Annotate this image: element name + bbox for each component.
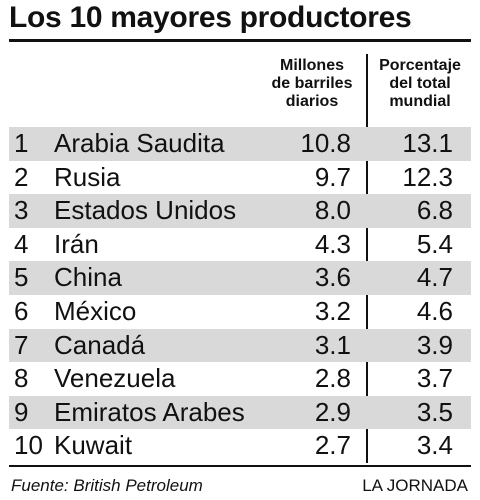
country-cell: Rusia xyxy=(54,161,121,192)
porcentaje-cell: 5.4 xyxy=(416,228,453,259)
millones-cell: 8.0 xyxy=(314,195,351,226)
country-cell: Estados Unidos xyxy=(54,195,237,226)
table-row: 5 China 3.6 4.7 xyxy=(9,261,471,295)
millones-cell: 3.2 xyxy=(314,295,351,326)
porcentaje-cell: 3.5 xyxy=(416,396,453,427)
porcentaje-cell: 6.8 xyxy=(416,195,453,226)
header-porcentaje-mundial: Porcentaje del total mundial xyxy=(369,57,471,111)
header-line: Millones xyxy=(279,57,344,74)
producers-table: 1 Arabia Saudita 10.8 13.1 2 Rusia 9.7 1… xyxy=(9,127,471,463)
rank-cell: 8 xyxy=(14,363,29,394)
bottom-rule xyxy=(9,465,471,467)
country-cell: Irán xyxy=(54,228,99,259)
porcentaje-cell: 4.6 xyxy=(416,295,453,326)
rank-cell: 1 xyxy=(14,128,29,158)
table-row: 6 México 3.2 4.6 xyxy=(9,295,471,329)
top-rule xyxy=(9,39,471,42)
millones-cell: 2.7 xyxy=(314,430,351,461)
header-line: de barriles xyxy=(271,75,353,92)
millones-cell: 4.3 xyxy=(314,228,351,259)
rank-cell: 9 xyxy=(14,396,29,427)
country-cell: Kuwait xyxy=(54,430,133,461)
table-title: Los 10 mayores productores xyxy=(9,1,412,34)
porcentaje-cell: 3.7 xyxy=(416,363,453,394)
porcentaje-cell: 3.4 xyxy=(416,430,453,461)
table-row: 7 Canadá 3.1 3.9 xyxy=(9,328,471,363)
millones-cell: 2.8 xyxy=(314,363,351,394)
millones-cell: 3.1 xyxy=(314,329,351,360)
table-row: 2 Rusia 9.7 12.3 xyxy=(9,161,471,195)
column-divider xyxy=(366,54,368,463)
porcentaje-cell: 13.1 xyxy=(402,128,453,158)
header-line: diarios xyxy=(285,93,339,110)
millones-cell: 3.6 xyxy=(314,262,351,293)
millones-cell: 2.9 xyxy=(314,396,351,427)
rank-cell: 2 xyxy=(14,161,29,192)
header-line: mundial xyxy=(389,93,451,110)
country-cell: Emiratos Arabes xyxy=(54,396,245,427)
table-row: 4 Irán 4.3 5.4 xyxy=(9,228,471,262)
table-row: 1 Arabia Saudita 10.8 13.1 xyxy=(9,127,471,161)
rank-cell: 5 xyxy=(14,262,29,293)
country-cell: Canadá xyxy=(54,329,146,360)
porcentaje-cell: 3.9 xyxy=(416,329,453,360)
table-row: 10 Kuwait 2.7 3.4 xyxy=(9,429,471,463)
country-cell: China xyxy=(54,262,122,293)
millones-cell: 9.7 xyxy=(314,161,351,192)
source-note: Fuente: British Petroleum xyxy=(11,476,203,495)
table-row: 8 Venezuela 2.8 3.7 xyxy=(9,362,471,396)
porcentaje-cell: 12.3 xyxy=(402,161,453,192)
rank-cell: 4 xyxy=(14,228,29,259)
rank-cell: 10 xyxy=(14,430,43,461)
country-cell: Venezuela xyxy=(54,363,176,394)
publisher-credit: LA JORNADA xyxy=(362,476,468,495)
table-row: 9 Emiratos Arabes 2.9 3.5 xyxy=(9,395,471,430)
header-line: Porcentaje xyxy=(379,57,461,74)
rank-cell: 6 xyxy=(14,295,29,326)
country-cell: México xyxy=(54,295,137,326)
header-millones-barriles: Millones de barriles diarios xyxy=(262,57,362,111)
rank-cell: 3 xyxy=(14,195,29,226)
table-row: 3 Estados Unidos 8.0 6.8 xyxy=(9,194,471,228)
porcentaje-cell: 4.7 xyxy=(416,262,453,293)
country-cell: Arabia Saudita xyxy=(54,128,225,158)
rank-cell: 7 xyxy=(14,329,29,360)
millones-cell: 10.8 xyxy=(300,128,351,158)
header-line: del total xyxy=(389,75,451,92)
